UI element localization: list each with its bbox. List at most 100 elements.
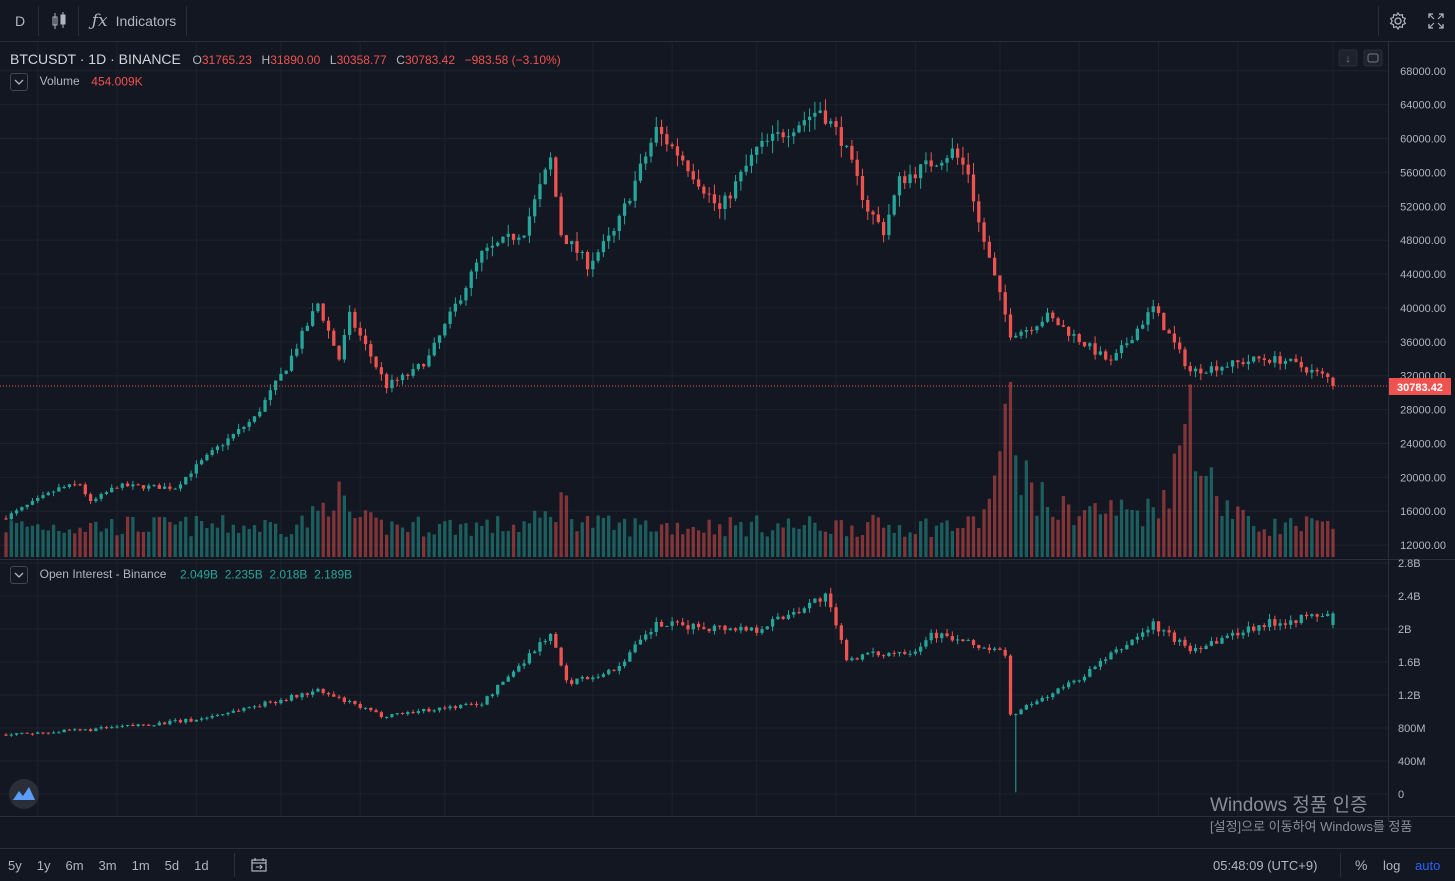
tradingview-logo[interactable]	[9, 779, 39, 809]
oi-body	[125, 724, 130, 726]
oi-body	[1151, 621, 1155, 630]
range-button-1m[interactable]: 1m	[131, 857, 150, 873]
range-button-5d[interactable]: 5d	[164, 857, 180, 873]
candle-body	[57, 487, 61, 492]
range-button-5y[interactable]: 5y	[8, 857, 22, 873]
collapse-button[interactable]	[10, 566, 28, 584]
volume-bar	[881, 527, 886, 557]
range-button-1d[interactable]: 1d	[194, 857, 209, 873]
candle-body	[665, 134, 669, 145]
maximize-pane-button[interactable]	[1363, 49, 1383, 67]
candle-body	[929, 160, 933, 167]
candle-body	[51, 491, 56, 493]
candle-body	[295, 348, 299, 356]
oi-body	[860, 654, 865, 660]
oi-body	[395, 713, 399, 715]
candle-body	[416, 364, 421, 370]
low-value: 30358.77	[336, 53, 387, 67]
candle-body	[36, 498, 40, 501]
candle-body	[131, 484, 135, 487]
scroll-down-button[interactable]	[1338, 49, 1358, 67]
volume-bar	[744, 536, 748, 557]
oi-body	[993, 648, 997, 651]
close-label: C	[396, 53, 405, 67]
oi-body	[353, 701, 357, 705]
candle-body	[1024, 330, 1029, 332]
oi-label[interactable]: Open Interest - Binance	[39, 567, 167, 582]
candle-body	[829, 121, 833, 124]
candle-body	[1294, 358, 1298, 362]
candle-body	[162, 486, 167, 489]
volume-bar	[348, 511, 352, 557]
volume-bar	[353, 518, 357, 557]
percent-toggle[interactable]: %	[1355, 857, 1368, 873]
oi-body	[162, 722, 167, 725]
oi-body	[591, 677, 595, 680]
log-toggle[interactable]: log	[1383, 857, 1401, 873]
candle-body	[728, 195, 732, 199]
volume-bar	[1252, 525, 1256, 557]
volume-bar	[940, 522, 944, 557]
indicators-button[interactable]: ƒx Indicators	[84, 0, 184, 42]
oi-body	[194, 719, 198, 722]
candle-body	[236, 428, 241, 435]
oi-body	[1178, 639, 1182, 642]
candle-body	[733, 181, 738, 199]
oi-body	[887, 652, 891, 656]
volume-bar	[993, 475, 997, 557]
toolbar-divider	[186, 6, 187, 36]
oi-body	[36, 732, 40, 734]
price-tick-label: 68000.00	[1400, 66, 1446, 78]
fullscreen-button[interactable]	[1420, 0, 1452, 42]
volume-bar	[184, 516, 188, 557]
range-button-3m[interactable]: 3m	[98, 857, 117, 873]
settings-button[interactable]	[1382, 0, 1414, 42]
clock[interactable]: 05:48:09 (UTC+9)	[1213, 857, 1318, 873]
volume-bar	[62, 532, 66, 557]
price-axis[interactable]: 68000.00 64000.00 60000.00 56000.00 52000.00…	[1400, 66, 1446, 552]
oi-body	[866, 652, 870, 655]
candle-body	[400, 374, 405, 381]
range-button-1y[interactable]: 1y	[36, 857, 51, 873]
oi-body	[474, 703, 479, 705]
oi-body	[1209, 641, 1214, 646]
symbol-title[interactable]: BTCUSDT · 1D · BINANCE	[10, 51, 181, 67]
goto-date-button[interactable]	[250, 849, 268, 881]
oi-body	[786, 614, 791, 619]
oi-body	[147, 724, 151, 726]
arrow-down-icon: ↓	[1345, 53, 1351, 65]
volume-label[interactable]: Volume	[39, 74, 80, 89]
chart-canvas[interactable]: 68000.00 64000.00 60000.00 56000.00 52000.00…	[0, 42, 1455, 822]
oi-body	[517, 665, 521, 672]
chart-type-button[interactable]	[42, 0, 76, 42]
collapse-button[interactable]	[10, 73, 28, 91]
candle-body	[654, 126, 658, 143]
candle-body	[903, 176, 907, 184]
oi-axis[interactable]: 2.8B 2.4B 2B 1.6B 1.2B 800M 400M 0	[1398, 558, 1426, 801]
oi-body	[607, 669, 611, 675]
interval-button[interactable]: D	[4, 0, 36, 42]
oi-body	[199, 718, 204, 720]
candle-body	[1209, 366, 1214, 373]
interval-label: D	[14, 13, 26, 29]
volume-bar	[480, 525, 484, 557]
oi-body	[1304, 614, 1309, 617]
range-button-6m[interactable]: 6m	[65, 857, 84, 873]
volume-bar	[612, 529, 616, 557]
volume-bar	[1109, 500, 1113, 557]
volume-bar	[115, 535, 119, 557]
candle-body	[78, 484, 82, 486]
candle-body	[157, 485, 161, 489]
candle-body	[501, 236, 505, 243]
candle-body	[670, 144, 674, 147]
logo-icon	[13, 787, 35, 800]
price-tick-label: 20000.00	[1400, 472, 1446, 484]
volume-bar	[691, 526, 695, 557]
volume-bar	[226, 532, 230, 557]
auto-toggle[interactable]: auto	[1415, 857, 1441, 873]
volume-bar	[1209, 467, 1214, 557]
oi-body	[585, 677, 590, 680]
volume-bar	[236, 532, 241, 557]
volume-bar	[733, 525, 738, 557]
volume-bar	[374, 517, 378, 557]
